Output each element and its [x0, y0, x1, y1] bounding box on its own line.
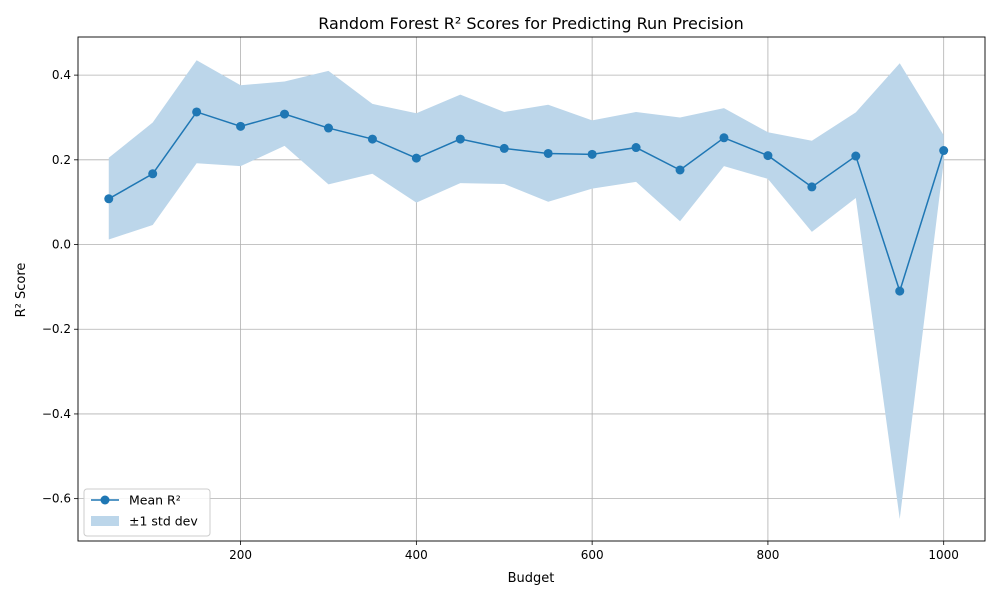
mean-point [192, 107, 202, 117]
x-tick-label: 200 [229, 548, 252, 562]
mean-point [104, 194, 114, 204]
mean-point [411, 153, 421, 163]
y-tick-label: 0.4 [52, 68, 71, 82]
y-tick-label: −0.4 [42, 407, 71, 421]
plot-frame [77, 36, 986, 542]
mean-point [280, 109, 290, 119]
std-dev-band [108, 60, 944, 519]
mean-point [587, 149, 597, 159]
mean-markers-layer [104, 107, 949, 296]
x-tick-label: 800 [756, 548, 779, 562]
legend-label-band: ±1 std dev [129, 514, 198, 529]
y-tick-label: −0.6 [42, 492, 71, 506]
y-tick-label: 0.0 [52, 238, 71, 252]
chart-title: Random Forest R² Scores for Predicting R… [318, 14, 744, 33]
legend-band-swatch [91, 516, 119, 526]
mean-point [895, 286, 905, 296]
mean-point [499, 143, 509, 153]
mean-point [939, 146, 949, 156]
legend-marker-swatch [100, 495, 110, 505]
x-axis-label: Budget [508, 571, 555, 586]
mean-line [108, 111, 945, 294]
legend-label-mean: Mean R² [129, 493, 181, 508]
mean-point [236, 121, 246, 131]
y-tick-label: 0.2 [52, 153, 71, 167]
mean-point [148, 169, 158, 179]
y-axis-label: R² Score [14, 263, 29, 318]
axes [77, 36, 986, 542]
mean-point [543, 148, 553, 158]
ticks: 200 400 600 800 1000 −0.6 −0.4 −0.2 0.0 0.2 0.4 [42, 68, 959, 562]
std-dev-band-layer [108, 60, 944, 519]
mean-line-layer [108, 111, 945, 294]
x-tick-label: 600 [581, 548, 604, 562]
mean-point [323, 123, 333, 133]
mean-point [719, 133, 729, 143]
x-tick-label: 400 [405, 548, 428, 562]
x-tick-label: 1000 [928, 548, 959, 562]
legend: Mean R² ±1 std dev [83, 488, 211, 537]
mean-point [675, 165, 685, 175]
mean-point [367, 134, 377, 144]
mean-point [851, 151, 861, 161]
mean-point [807, 182, 817, 192]
mean-point [455, 134, 465, 144]
mean-point [631, 143, 641, 153]
y-tick-label: −0.2 [42, 322, 71, 336]
mean-point [763, 151, 773, 161]
